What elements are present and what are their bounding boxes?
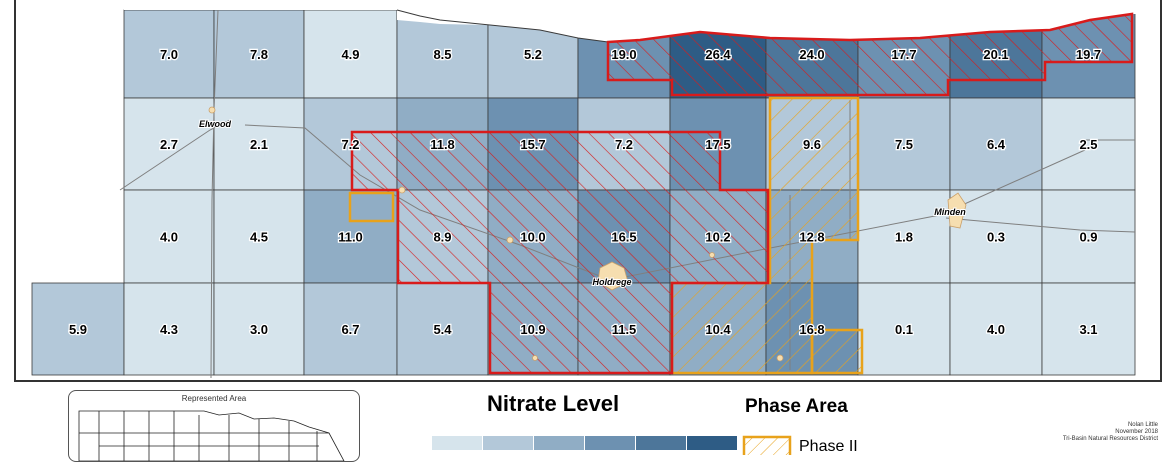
cell-value-r2-c1: 4.0 xyxy=(160,230,178,245)
cell-value-r3-c9: 0.1 xyxy=(895,322,913,337)
cell-r3-c3 xyxy=(303,282,398,376)
cell-value-r1-c8: 9.6 xyxy=(803,137,821,152)
cell-r3-c1 xyxy=(123,282,215,376)
cell-r3-c10 xyxy=(949,282,1043,376)
cell-r1-c1 xyxy=(123,97,215,191)
cell-value-r3-c11: 3.1 xyxy=(1079,322,1097,337)
cell-r3-c11 xyxy=(1041,282,1136,376)
cell-r2-c11 xyxy=(1041,189,1136,284)
represented-area-inset: Represented Area xyxy=(68,390,360,462)
credit-date: November 2018 xyxy=(1115,429,1158,435)
credit-organization: Tri-Basin Natural Resources District xyxy=(1062,436,1158,442)
cell-labels: 7.0 7.8 4.9 8.5 5.2 19.0 26.4 24.0 17.7 20.1 19.7 2… xyxy=(68,46,1103,339)
cell-r2-c9 xyxy=(857,189,951,284)
cell-value-r2-c5: 10.0 xyxy=(520,230,545,245)
cell-value-r0-c9: 17.7 xyxy=(891,47,916,62)
cell-value-r0-c10: 20.1 xyxy=(983,47,1008,62)
cell-value-r1-c6: 7.2 xyxy=(615,137,633,152)
phase-2-area xyxy=(348,96,864,375)
town-label-elwood: Elwood xyxy=(199,119,231,129)
cell-value-r1-c9: 7.5 xyxy=(895,137,913,152)
cell-value-r1-c10: 6.4 xyxy=(987,137,1006,152)
legend-swatch-6 xyxy=(687,436,737,450)
cell-value-r2-c2: 4.5 xyxy=(250,230,268,245)
cell-value-r3-c1: 4.3 xyxy=(160,322,178,337)
cell-r3-c4 xyxy=(396,282,489,376)
cell-value-r1-c2: 2.1 xyxy=(250,137,268,152)
cell-r3-c0 xyxy=(31,282,125,376)
cell-value-r2-c4: 8.9 xyxy=(433,230,451,245)
cell-value-r0-c8: 24.0 xyxy=(799,47,824,62)
legend-swatch-4 xyxy=(585,436,635,450)
cell-value-r3-c2: 3.0 xyxy=(250,322,268,337)
cell-value-r3-c8: 16.8 xyxy=(799,322,824,337)
phase-1-area xyxy=(350,12,1134,375)
legend-swatch-3 xyxy=(534,436,584,450)
legend-title: Nitrate Level xyxy=(487,391,620,416)
cell-value-r3-c3: 6.7 xyxy=(341,322,359,337)
cell-value-r0-c5: 5.2 xyxy=(524,47,542,62)
legend-swatch-2 xyxy=(483,436,533,450)
cell-r0-c3 xyxy=(303,9,398,99)
cell-value-r1-c4: 11.8 xyxy=(430,137,455,152)
cell-r2-c1 xyxy=(123,189,215,284)
cell-value-r3-c5: 10.9 xyxy=(520,322,545,337)
inset-title: Represented Area xyxy=(181,394,247,403)
cell-value-r1-c5: 15.7 xyxy=(520,137,545,152)
cell-value-r3-c0: 5.9 xyxy=(69,322,87,337)
cell-r1-c9 xyxy=(857,97,951,191)
cell-r3-c2 xyxy=(213,282,305,376)
town-label-minden: Minden xyxy=(934,207,966,217)
phase-2-swatch xyxy=(742,435,792,455)
cell-value-r0-c1: 7.0 xyxy=(160,47,178,62)
nitrate-map: Elwood Holdrege Minden 7.0 7.8 4.9 8.5 5.2 19… xyxy=(31,0,1140,379)
northern-boundary-mask xyxy=(124,0,1140,42)
cell-value-r0-c11: 19.7 xyxy=(1076,47,1101,62)
legend-swatch-5 xyxy=(636,436,686,450)
nebraska-outline xyxy=(78,410,345,461)
cell-value-r3-c7: 10.4 xyxy=(705,322,731,337)
cell-value-r1-c7: 17.5 xyxy=(705,137,730,152)
cell-value-r2-c6: 16.5 xyxy=(611,230,636,245)
cell-r2-c2 xyxy=(213,189,305,284)
cell-value-r2-c7: 10.2 xyxy=(705,230,730,245)
cell-value-r1-c1: 2.7 xyxy=(160,137,178,152)
cell-value-r2-c11: 0.9 xyxy=(1079,230,1097,245)
cell-value-r3-c10: 4.0 xyxy=(987,322,1005,337)
cell-r0-c4 xyxy=(396,9,489,99)
cell-value-r2-c8: 12.8 xyxy=(799,230,824,245)
cell-value-r3-c6: 11.5 xyxy=(612,322,637,337)
phase-area-title: Phase Area xyxy=(745,396,848,417)
phase-2-label: Phase II xyxy=(799,438,858,455)
nitrate-color-ramp xyxy=(432,436,737,450)
cell-r0-c1 xyxy=(123,9,215,99)
cell-value-r0-c2: 7.8 xyxy=(250,47,268,62)
cell-r3-c9 xyxy=(857,282,951,376)
cell-value-r1-c11: 2.5 xyxy=(1079,137,1097,152)
cell-value-r0-c3: 4.9 xyxy=(341,47,359,62)
credit-author: Nolan Little xyxy=(1127,422,1158,428)
cell-value-r1-c3: 7.2 xyxy=(341,137,359,152)
cell-value-r0-c6: 19.0 xyxy=(611,47,636,62)
legend-swatch-1 xyxy=(432,436,482,450)
cell-value-r3-c4: 5.4 xyxy=(433,322,452,337)
town-label-holdrege: Holdrege xyxy=(592,277,631,287)
cell-r1-c11 xyxy=(1041,97,1136,191)
towns: Elwood Holdrege Minden xyxy=(198,106,967,362)
cell-value-r0-c7: 26.4 xyxy=(705,47,731,62)
cell-value-r2-c3: 11.0 xyxy=(338,230,363,245)
cell-value-r2-c10: 0.3 xyxy=(987,230,1005,245)
cell-value-r0-c4: 8.5 xyxy=(433,47,451,62)
cell-value-r2-c9: 1.8 xyxy=(895,230,913,245)
